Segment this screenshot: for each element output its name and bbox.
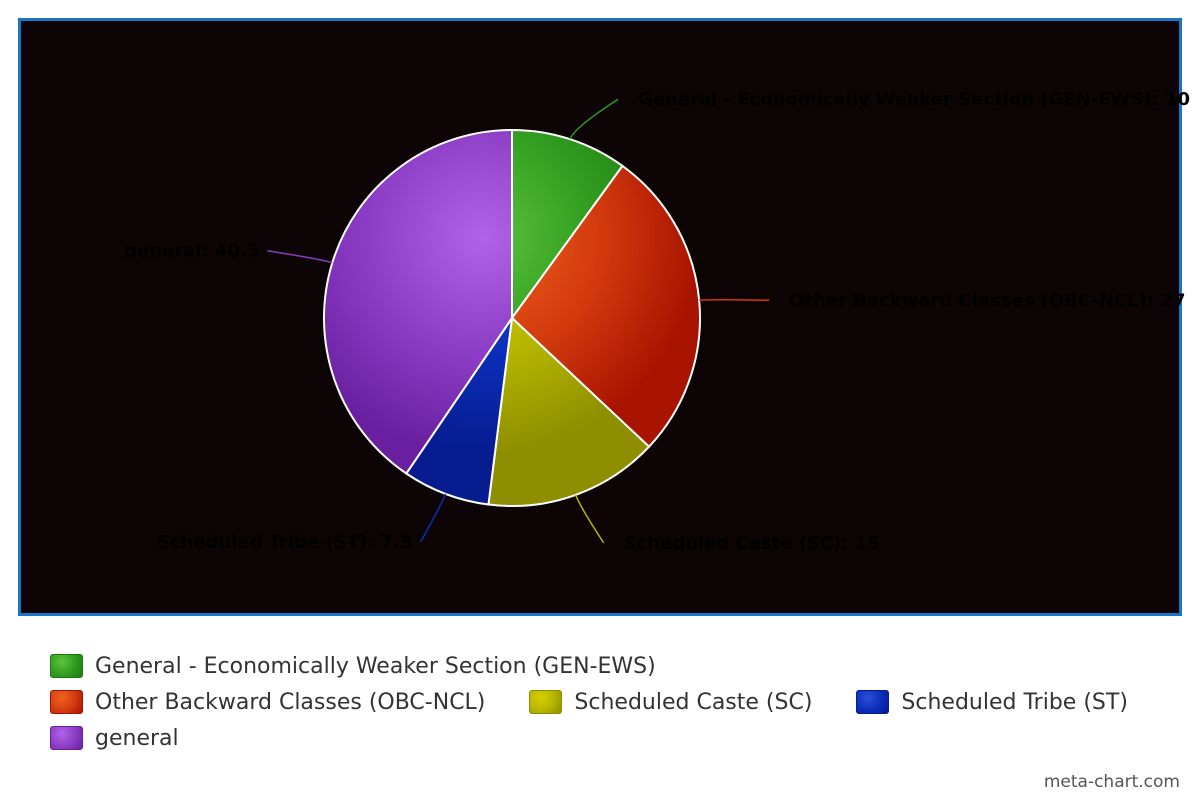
legend-item-obc-ncl[interactable]: Other Backward Classes (OBC-NCL) [50, 690, 485, 715]
data-label: Other Backward Classes (OBC-NCL): 27 [789, 290, 1185, 311]
legend-label: General - Economically Weaker Section (G… [95, 653, 656, 679]
legend-row: Other Backward Classes (OBC-NCL) Schedul… [50, 684, 1180, 720]
label-connector [574, 494, 605, 544]
label-connector [569, 98, 619, 140]
data-label: Scheduled Tribe (ST): 7.5 [157, 532, 413, 553]
legend-swatch [50, 690, 83, 714]
legend-row: general [50, 720, 1180, 756]
label-connector [267, 249, 333, 264]
legend-item-sc[interactable]: Scheduled Caste (SC) [529, 690, 812, 715]
data-label: Scheduled Caste (SC): 15 [624, 533, 880, 554]
legend-swatch [50, 654, 83, 678]
pie-slice[interactable] [510, 164, 701, 449]
legend-item-st[interactable]: Scheduled Tribe (ST) [856, 689, 1128, 715]
legend-swatch [50, 726, 83, 750]
legend-label: Other Backward Classes (OBC-NCL) [95, 689, 486, 715]
pie-slice[interactable] [487, 315, 651, 507]
legend-item-gen-ews[interactable]: General - Economically Weaker Section (G… [50, 654, 656, 679]
legend-swatch [856, 690, 890, 714]
data-label: general: 40.5 [124, 241, 259, 262]
legend-label: Scheduled Caste (SC) [574, 689, 813, 715]
label-connector [699, 299, 770, 302]
credit-text[interactable]: meta-chart.com [1043, 772, 1180, 792]
legend-label: Scheduled Tribe (ST) [901, 689, 1128, 715]
label-connector [419, 493, 447, 543]
legend-swatch [529, 690, 563, 714]
legend-row: General - Economically Weaker Section (G… [50, 648, 1180, 684]
legend: General - Economically Weaker Section (G… [50, 648, 1180, 756]
data-label: General - Economically Weaker Section (G… [638, 89, 1190, 110]
legend-item-general[interactable]: general [50, 726, 179, 751]
legend-label: general [95, 725, 179, 751]
pie-slice[interactable] [511, 128, 624, 322]
pie-slice[interactable] [323, 128, 513, 475]
